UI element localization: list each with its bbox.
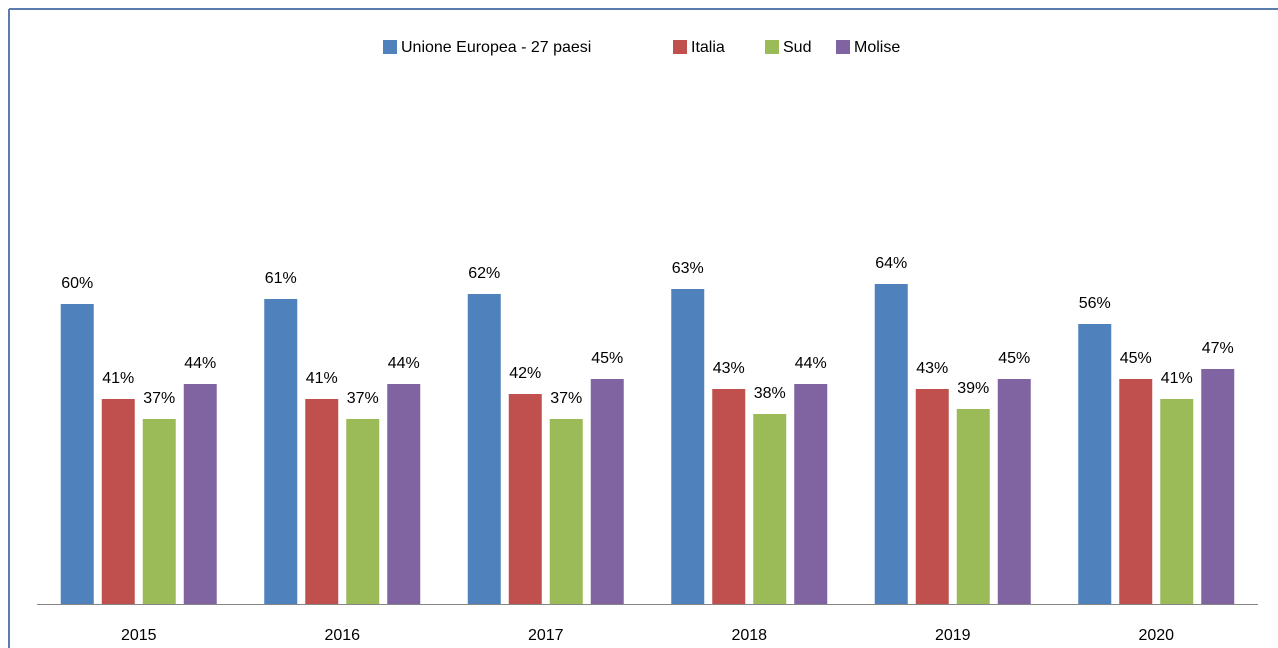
data-label: 41% [1161,370,1193,387]
bar [264,299,298,604]
bar [794,384,828,604]
x-tick-label: 2017 [528,627,564,644]
bar [346,419,380,604]
legend-label: Sud [783,39,811,56]
data-label: 37% [143,390,175,407]
data-label: 37% [347,390,379,407]
data-label: 37% [550,390,582,407]
data-label: 43% [713,360,745,377]
bar [753,414,787,604]
data-label: 44% [388,355,420,372]
legend-label: Unione Europea - 27 paesi [401,39,591,56]
bar [549,419,583,604]
x-tick-label: 2018 [731,627,767,644]
x-tick-label: 2019 [935,627,971,644]
x-tick-label: 2015 [121,627,157,644]
bar [1078,324,1112,604]
data-label: 45% [1120,350,1152,367]
bar [712,389,746,604]
bar [467,294,501,604]
x-tick-label: 2020 [1138,627,1174,644]
legend-swatch [383,40,397,54]
data-label: 43% [916,360,948,377]
bar [915,389,949,604]
x-tick-label: 2016 [324,627,360,644]
bar [183,384,217,604]
bar [142,419,176,604]
bar [101,399,135,604]
data-label: 44% [795,355,827,372]
bar [1119,379,1153,604]
data-label: 38% [754,385,786,402]
bar [671,289,705,604]
bar [60,304,94,604]
data-label: 41% [306,370,338,387]
bar [1201,369,1235,604]
data-label: 42% [509,365,541,382]
bar [508,394,542,604]
data-label: 60% [61,275,93,292]
data-label: 39% [957,380,989,397]
data-label: 63% [672,260,704,277]
data-label: 62% [468,265,500,282]
legend-label: Molise [854,39,900,56]
legend-label: Italia [691,39,725,56]
bar [305,399,339,604]
data-label: 56% [1079,295,1111,312]
legend-swatch [765,40,779,54]
bar [1160,399,1194,604]
data-label: 45% [998,350,1030,367]
data-label: 41% [102,370,134,387]
legend-swatch [836,40,850,54]
bar [387,384,421,604]
data-label: 61% [265,270,297,287]
bar [997,379,1031,604]
data-label: 44% [184,355,216,372]
legend-swatch [673,40,687,54]
data-label: 45% [591,350,623,367]
data-label: 64% [875,255,907,272]
bar [956,409,990,604]
bar [590,379,624,604]
data-label: 47% [1202,340,1234,357]
bar [874,284,908,604]
